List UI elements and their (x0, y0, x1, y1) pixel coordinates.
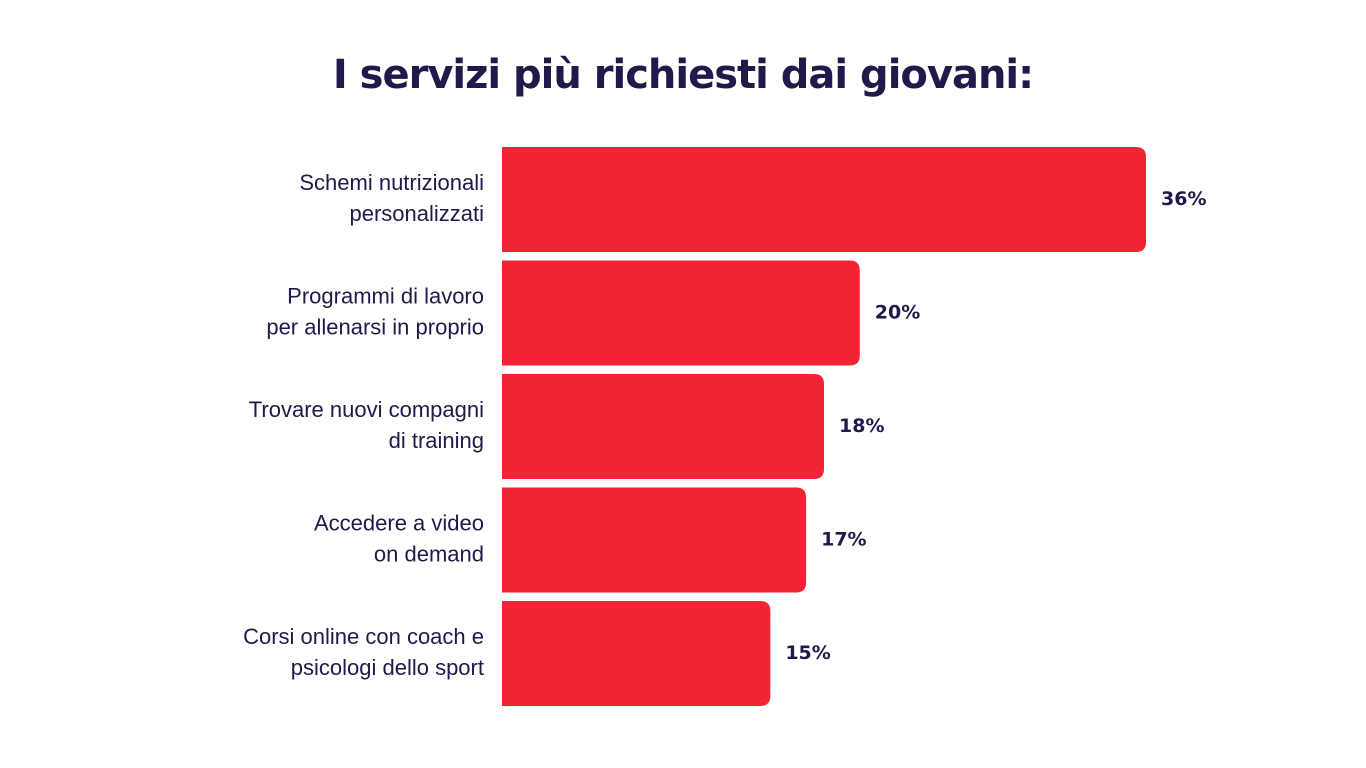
category-label-line: on demand (374, 541, 484, 566)
value-label-4: 17% (821, 529, 866, 551)
value-label-1: 36% (1161, 188, 1206, 210)
category-label-5: Corsi online con coach e psicologi dello … (243, 624, 484, 680)
category-label-line: Schemi nutrizionali (299, 170, 484, 195)
category-label-line: Corsi online con coach e (243, 624, 484, 649)
category-label-line: psicologi dello sport (291, 655, 484, 680)
value-label-2: 20% (875, 302, 920, 324)
category-label-line: Trovare nuovi compagni (249, 397, 484, 422)
category-label-3: Trovare nuovi compagni di training (249, 397, 484, 453)
category-label-line: Accedere a video (314, 510, 484, 535)
chart-title: I servizi più richiesti dai giovani: (332, 52, 1034, 98)
category-label-line: per allenarsi in proprio (266, 314, 484, 339)
bar-3 (502, 374, 824, 479)
bar-5 (502, 601, 771, 706)
value-label-5: 15% (785, 642, 830, 664)
bar-1 (502, 147, 1146, 252)
category-label-line: di training (389, 428, 484, 453)
bar-4 (502, 487, 807, 593)
value-label-3: 18% (839, 415, 884, 437)
category-label-line: personalizzati (349, 201, 484, 226)
category-label-line: Programmi di lavoro (287, 283, 484, 308)
category-label-4: Accedere a video on demand (314, 510, 484, 566)
category-label-2: Programmi di lavoro per allenarsi in prop… (266, 283, 484, 339)
category-label-1: Schemi nutrizionali personalizzati (299, 170, 484, 226)
bar-2 (502, 260, 860, 366)
